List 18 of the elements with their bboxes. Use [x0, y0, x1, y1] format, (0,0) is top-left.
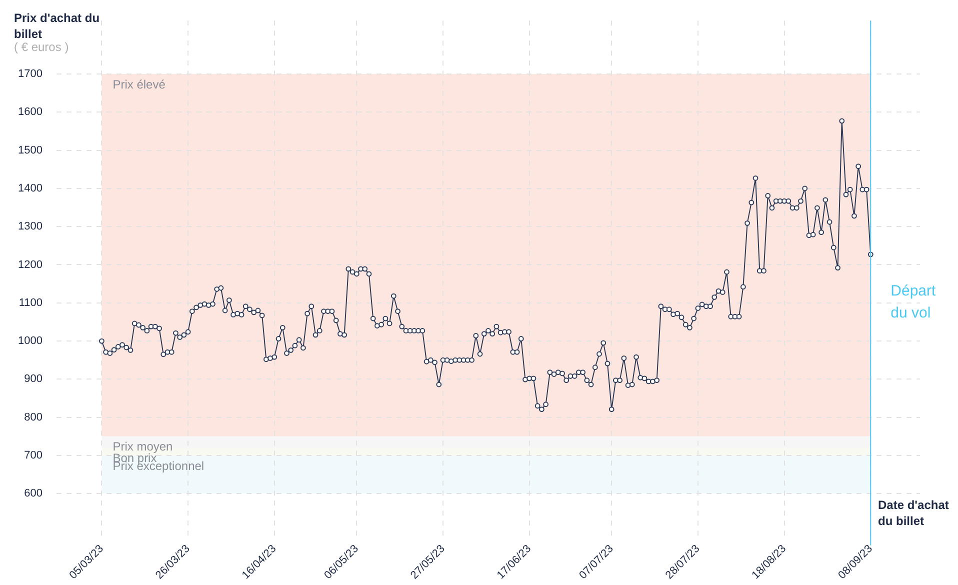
y-tick-label: 600: [24, 488, 42, 500]
y-tick-label: 1100: [18, 296, 42, 309]
y-tick-label: 1200: [18, 258, 42, 271]
y-tick-label: 1400: [18, 182, 42, 194]
y-tick-label: 1000: [18, 335, 42, 348]
ref-line-label: Départ du vol: [890, 282, 937, 322]
y-tick-label: 800: [24, 411, 42, 424]
y-tick-label: 1300: [18, 220, 42, 233]
band-label: Prix élevé: [112, 77, 166, 92]
y-tick-label: 700: [24, 450, 42, 462]
annotation: ( € euros ): [14, 40, 69, 54]
y-axis-title: Prix d'achat du billet: [14, 10, 101, 42]
band-label: Prix moyen: [112, 440, 173, 454]
x-axis-title: Date d'achat du billet: [878, 497, 950, 529]
y-tick-label: 900: [24, 373, 42, 386]
y-tick-label: 1700: [18, 68, 42, 80]
y-tick-label: 1500: [18, 144, 42, 156]
y-tick-label: 1600: [18, 106, 42, 118]
